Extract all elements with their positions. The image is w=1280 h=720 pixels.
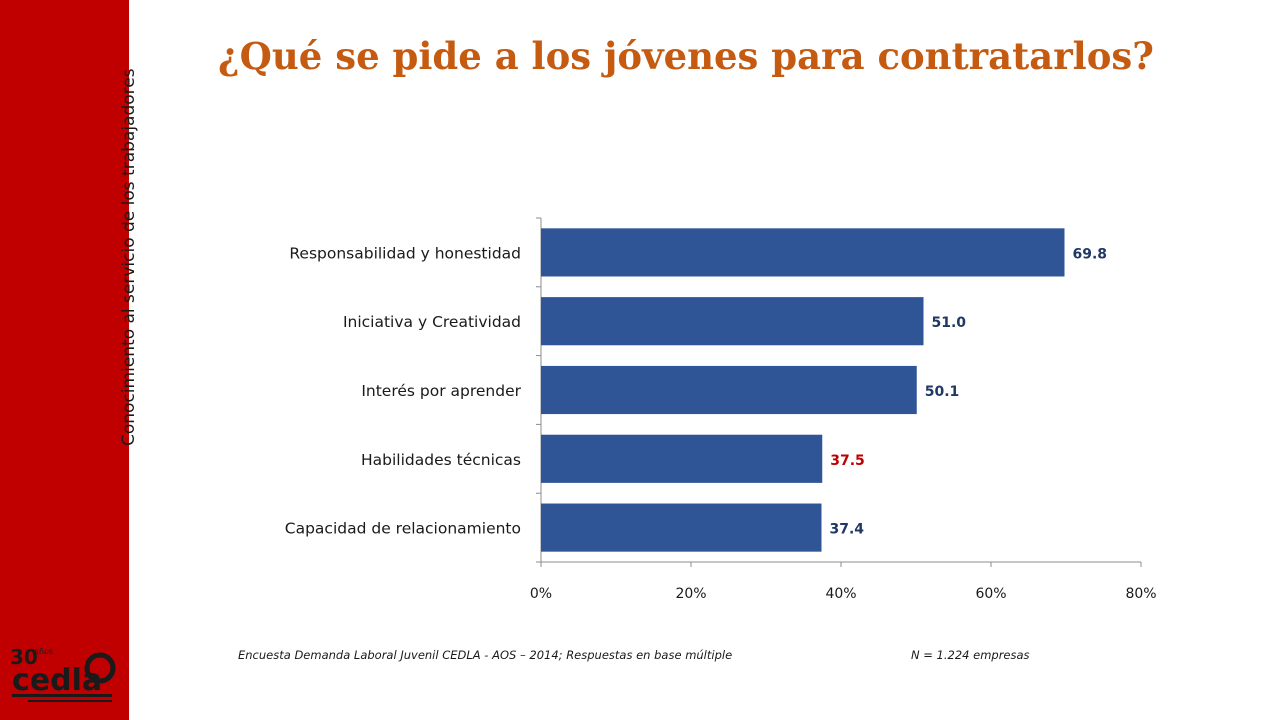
x-tick-label: 40% (825, 586, 856, 602)
bar (541, 365, 917, 415)
page-title: ¿Qué se pide a los jóvenes para contrata… (218, 34, 1154, 78)
x-tick-label: 80% (1125, 586, 1156, 602)
category-label: Iniciativa y Creatividad (343, 313, 521, 331)
data-label: 37.5 (830, 453, 865, 469)
logo-suffix: años (34, 647, 53, 656)
logo-number: 30 (10, 645, 38, 669)
data-label: 51.0 (932, 315, 967, 331)
category-label: Responsabilidad y honestidad (289, 244, 521, 262)
bar (541, 434, 823, 483)
sample-size-note: N = 1.224 empresas (911, 648, 1030, 662)
bar (541, 297, 924, 346)
x-tick-label: 60% (975, 586, 1006, 602)
cedla-logo: 30 años cedla (10, 645, 116, 702)
data-label: 69.8 (1073, 246, 1108, 262)
bar (541, 503, 822, 552)
category-label: Habilidades técnicas (361, 451, 521, 469)
data-label: 50.1 (925, 384, 960, 400)
x-tick-label: 0% (530, 586, 552, 602)
sidebar-band (0, 0, 129, 720)
source-footnote: Encuesta Demanda Laboral Juvenil CEDLA -… (238, 648, 733, 662)
bar (541, 228, 1065, 277)
x-tick-label: 20% (675, 586, 706, 602)
category-label: Capacidad de relacionamiento (285, 520, 521, 538)
data-label: 37.4 (830, 522, 865, 538)
category-label: Interés por aprender (361, 382, 521, 400)
